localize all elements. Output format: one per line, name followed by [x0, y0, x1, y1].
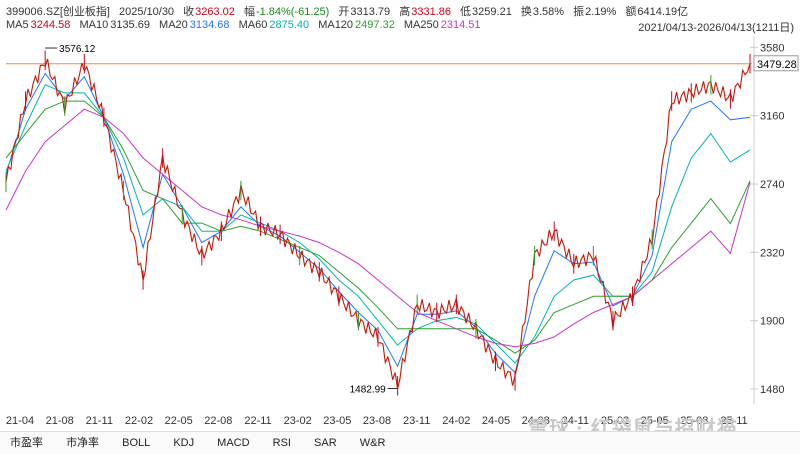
ma120-value: 2497.32	[355, 19, 395, 31]
high-label: 高	[399, 6, 411, 18]
ma5-label: MA5	[6, 19, 29, 31]
ma10-label: MA10	[79, 19, 109, 31]
date-range: 2021/04/13-2026/04/13(1211日)	[638, 22, 794, 34]
x-tick-label-9: 23-08	[363, 415, 391, 427]
ma20-value: 3134.68	[189, 19, 230, 31]
y-tick-label-2: 2740	[760, 179, 784, 191]
high-value: 3331.86	[411, 6, 451, 18]
ma10-value: 3135.69	[110, 19, 150, 31]
ma20-label: MA20	[159, 19, 188, 31]
x-tick-label-12: 24-05	[482, 415, 510, 427]
open-value: 3313.79	[350, 6, 391, 18]
x-tick-label-11: 24-02	[442, 415, 470, 427]
low-value: 3259.21	[472, 6, 512, 18]
x-tick-label-13: 24-08	[522, 415, 550, 427]
y-tick-label-5: 1480	[760, 384, 784, 396]
amount-value: 6414.19亿	[637, 6, 689, 18]
amount-label: 额	[625, 6, 637, 18]
x-tick-label-16: 25-05	[641, 415, 669, 427]
high-label: 3576.12	[59, 44, 96, 55]
x-tick-label-18: 25-11	[720, 415, 747, 427]
tab-sar[interactable]: SAR	[314, 437, 337, 449]
tab-pb[interactable]: 市净率	[66, 437, 100, 449]
x-tick-label-6: 22-11	[244, 415, 271, 427]
ma250-label: MA250	[403, 19, 439, 31]
x-tick-label-7: 23-02	[284, 415, 312, 427]
y-tick-label-4: 1900	[760, 316, 784, 328]
reference-line-box	[753, 55, 799, 72]
amplitude-label: 振	[573, 6, 585, 18]
series-ma250	[5, 108, 751, 348]
turnover-label: 换	[520, 6, 532, 18]
series-ma120	[5, 100, 751, 354]
turnover-value: 3.58%	[532, 6, 565, 18]
quote-header: 399006.SZ[创业板指] 2025/10/30 收3263.02 幅-1.…	[6, 3, 800, 19]
change-value: -1.84%(-61.25)	[255, 6, 330, 18]
close-value: 3263.02	[195, 6, 235, 18]
x-tick-label-1: 21-08	[46, 415, 74, 427]
low-label: 1482.99	[350, 385, 387, 396]
tab-kdj[interactable]: KDJ	[173, 437, 195, 449]
x-tick-label-10: 23-11	[403, 415, 430, 427]
y-tick-label-3: 2320	[760, 247, 784, 259]
ma250-value: 2314.51	[440, 19, 481, 31]
ma5-value: 3244.58	[30, 19, 71, 31]
ma-legend: MA5 3244.58 MA10 3135.69 MA20 3134.68 MA60 2…	[6, 19, 800, 31]
ma60-label: MA60	[238, 19, 268, 31]
quote-date: 2025/10/30	[119, 6, 175, 18]
tab-boll[interactable]: BOLL	[122, 437, 151, 449]
low-label: 低	[460, 6, 472, 18]
index-code: 399006.SZ[创业板指]	[6, 6, 110, 18]
change-label: 幅	[243, 6, 255, 18]
x-tick-label-5: 22-08	[204, 415, 232, 427]
tab-macd[interactable]: MACD	[217, 437, 250, 449]
x-tick-label-2: 21-11	[86, 415, 113, 427]
x-tick-label-0: 21-04	[6, 415, 34, 427]
amplitude-value: 2.19%	[585, 6, 617, 18]
x-tick-label-3: 22-02	[125, 415, 153, 427]
close-label: 收	[183, 6, 195, 18]
x-tick-label-15: 25-02	[601, 415, 629, 427]
y-tick-label-0: 3580	[760, 42, 784, 54]
open-label: 开	[338, 6, 350, 18]
series-ma60	[5, 84, 751, 364]
y-tick-label-1: 3160	[760, 111, 784, 123]
x-tick-label-4: 22-05	[165, 415, 193, 427]
ma60-value: 2875.40	[269, 19, 310, 31]
indicator-tabs: 市盈率 市净率 BOLL KDJ MACD RSI SAR W&R	[0, 431, 800, 454]
tab-rsi[interactable]: RSI	[272, 437, 291, 449]
ma120-label: MA120	[318, 19, 354, 31]
x-tick-label-14: 24-11	[562, 415, 589, 427]
x-tick-label-17: 25-08	[680, 415, 708, 427]
price-chart[interactable]: 3580 3160 2740 2320 1900 1480 21-04 21-08 21-11 2…	[0, 34, 800, 431]
x-tick-label-8: 23-05	[323, 415, 351, 427]
tab-wr[interactable]: W&R	[359, 437, 386, 449]
tab-pe[interactable]: 市盈率	[10, 437, 43, 449]
reference-line-label: 3479.28	[757, 59, 797, 71]
